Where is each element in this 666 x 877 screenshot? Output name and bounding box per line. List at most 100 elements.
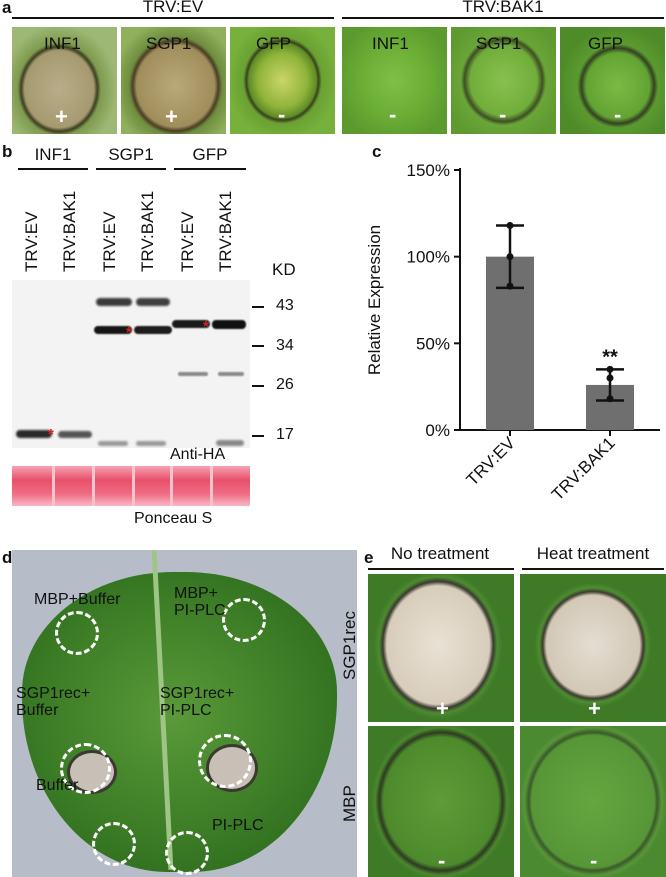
sign-inf1-bak1: - <box>389 102 397 127</box>
lane-label-4: TRV:BAK1 <box>138 190 157 272</box>
sign-gfp-bak1: - <box>614 102 622 127</box>
label-buffer: Buffer <box>36 777 79 794</box>
x-tick-label: TRV:EV <box>463 433 520 490</box>
sign-e-4: - <box>590 848 598 873</box>
band-28-lane5 <box>178 372 208 376</box>
panel-c-label: c <box>372 142 382 161</box>
sign-e-1: + <box>436 696 449 721</box>
star-gfp: * <box>203 318 209 335</box>
panel-e-label: e <box>364 548 374 567</box>
leaf-label-gfp-bak1: GFP <box>588 34 623 53</box>
group-label-trv-ev: TRV:EV <box>142 0 204 16</box>
blot-group-sgp1: SGP1 <box>108 145 154 164</box>
data-point <box>606 365 614 373</box>
leaf-photo-inf1-bak1 <box>342 27 447 134</box>
leaf-label-inf1-ev: INF1 <box>44 34 81 53</box>
label-plc: PI-PLC <box>212 817 264 834</box>
y-tick-label: 150% <box>407 161 450 180</box>
significance-label: ** <box>602 346 618 368</box>
band-37-lane5 <box>172 320 210 328</box>
blot-group-bar-gfp <box>174 168 246 170</box>
sign-e-3: - <box>438 848 446 873</box>
leaf-photo-inf1-ev <box>12 27 117 134</box>
marker-tick-34 <box>252 345 264 347</box>
band-43-lane4 <box>136 298 170 306</box>
marker-43: 43 <box>276 297 294 314</box>
data-point <box>506 282 514 290</box>
band-17-lane2 <box>58 431 92 438</box>
ponceau-stain <box>12 466 250 506</box>
lane-label-2: TRV:BAK1 <box>60 190 79 272</box>
band-43-lane3 <box>96 298 132 306</box>
data-point <box>506 221 514 229</box>
panel-d-label: d <box>2 548 13 567</box>
panel-a-label: a <box>2 0 12 17</box>
row-label-sgp1rec: SGP1rec <box>340 611 359 680</box>
infiltration-circle-plc <box>165 831 209 875</box>
y-axis-label: Relative Expression <box>365 225 384 375</box>
label-mbp-plc: MBP+ PI-PLC <box>174 585 226 619</box>
infiltration-circle-mbp-buffer <box>55 611 99 655</box>
band-16-lane3 <box>98 441 128 446</box>
leaf-photo-sgp1rec-no-treatment <box>368 574 514 722</box>
anti-ha-label: Anti-HA <box>170 446 226 463</box>
group-label-trv-bak1: TRV:BAK1 <box>462 0 544 16</box>
leaf-photo-sgp1-bak1 <box>451 27 556 134</box>
star-inf1: * <box>48 426 54 443</box>
marker-tick-17 <box>252 435 264 437</box>
sign-gfp-ev: - <box>278 102 286 127</box>
data-point <box>606 374 614 382</box>
x-tick-label: TRV:BAK1 <box>548 433 619 504</box>
band-37-lane4 <box>134 326 172 334</box>
leaf-label-sgp1-ev: SGP1 <box>146 34 192 53</box>
header-bar-no-treatment <box>368 568 514 570</box>
infiltration-circle-sgp1-plc <box>198 734 252 788</box>
kd-title: KD <box>272 260 296 279</box>
leaf-photo-mbp-no-treatment <box>368 726 514 877</box>
blot-group-gfp: GFP <box>192 145 228 164</box>
blot-group-inf1: INF1 <box>34 145 72 164</box>
sign-sgp1-bak1: - <box>499 102 507 127</box>
band-16-lane6 <box>216 440 244 446</box>
label-sgp1-buffer: SGP1rec+ Buffer <box>16 685 91 719</box>
blot-group-bar-sgp1 <box>96 168 166 170</box>
leaf-photo-panel-d <box>12 550 357 877</box>
western-blot <box>12 280 250 448</box>
leaf-photo-gfp-bak1 <box>560 27 665 134</box>
marker-26: 26 <box>276 376 294 393</box>
group-bar-trv-ev <box>12 17 334 19</box>
infiltration-circle-mbp-plc <box>222 598 266 642</box>
sign-sgp1-ev: + <box>165 104 178 129</box>
star-sgp1: * <box>126 324 132 341</box>
band-17-lane1 <box>16 430 52 438</box>
marker-17: 17 <box>276 426 294 443</box>
header-bar-heat-treatment <box>522 568 664 570</box>
leaf-photo-mbp-heat <box>520 726 666 877</box>
sign-e-2: + <box>588 696 601 721</box>
leaf-label-inf1-bak1: INF1 <box>372 34 409 53</box>
blot-group-bar-inf1 <box>18 168 88 170</box>
lane-label-3: TRV:EV <box>100 211 119 272</box>
marker-tick-26 <box>252 385 264 387</box>
ponceau-label: Ponceau S <box>134 510 213 527</box>
label-sgp1-plc: SGP1rec+ PI-PLC <box>160 685 235 719</box>
leaf-photo-sgp1rec-heat <box>520 574 666 722</box>
leaf-label-gfp-ev: GFP <box>256 34 291 53</box>
leaf-photo-sgp1-ev <box>121 27 226 134</box>
infiltration-circle-sgp1-buffer <box>60 743 111 794</box>
band-16-lane4 <box>136 441 166 446</box>
label-mbp-buffer: MBP+Buffer <box>34 591 121 608</box>
header-no-treatment: No treatment <box>390 544 490 563</box>
band-37-lane3 <box>94 326 132 334</box>
band-28-lane6 <box>218 372 244 376</box>
lane-label-6: TRV:BAK1 <box>216 190 235 272</box>
leaf-label-sgp1-bak1: SGP1 <box>476 34 522 53</box>
bar-chart: 0% 50% 100% 150% Relative Expression TRV:EV TR… <box>365 161 660 504</box>
group-bar-trv-bak1 <box>342 17 664 19</box>
marker-tick-43 <box>252 306 264 308</box>
y-tick-label: 50% <box>416 334 450 353</box>
data-point <box>606 395 614 403</box>
data-point <box>506 253 514 261</box>
lane-label-1: TRV:EV <box>22 211 41 272</box>
leaf-photo-gfp-ev <box>230 27 335 134</box>
